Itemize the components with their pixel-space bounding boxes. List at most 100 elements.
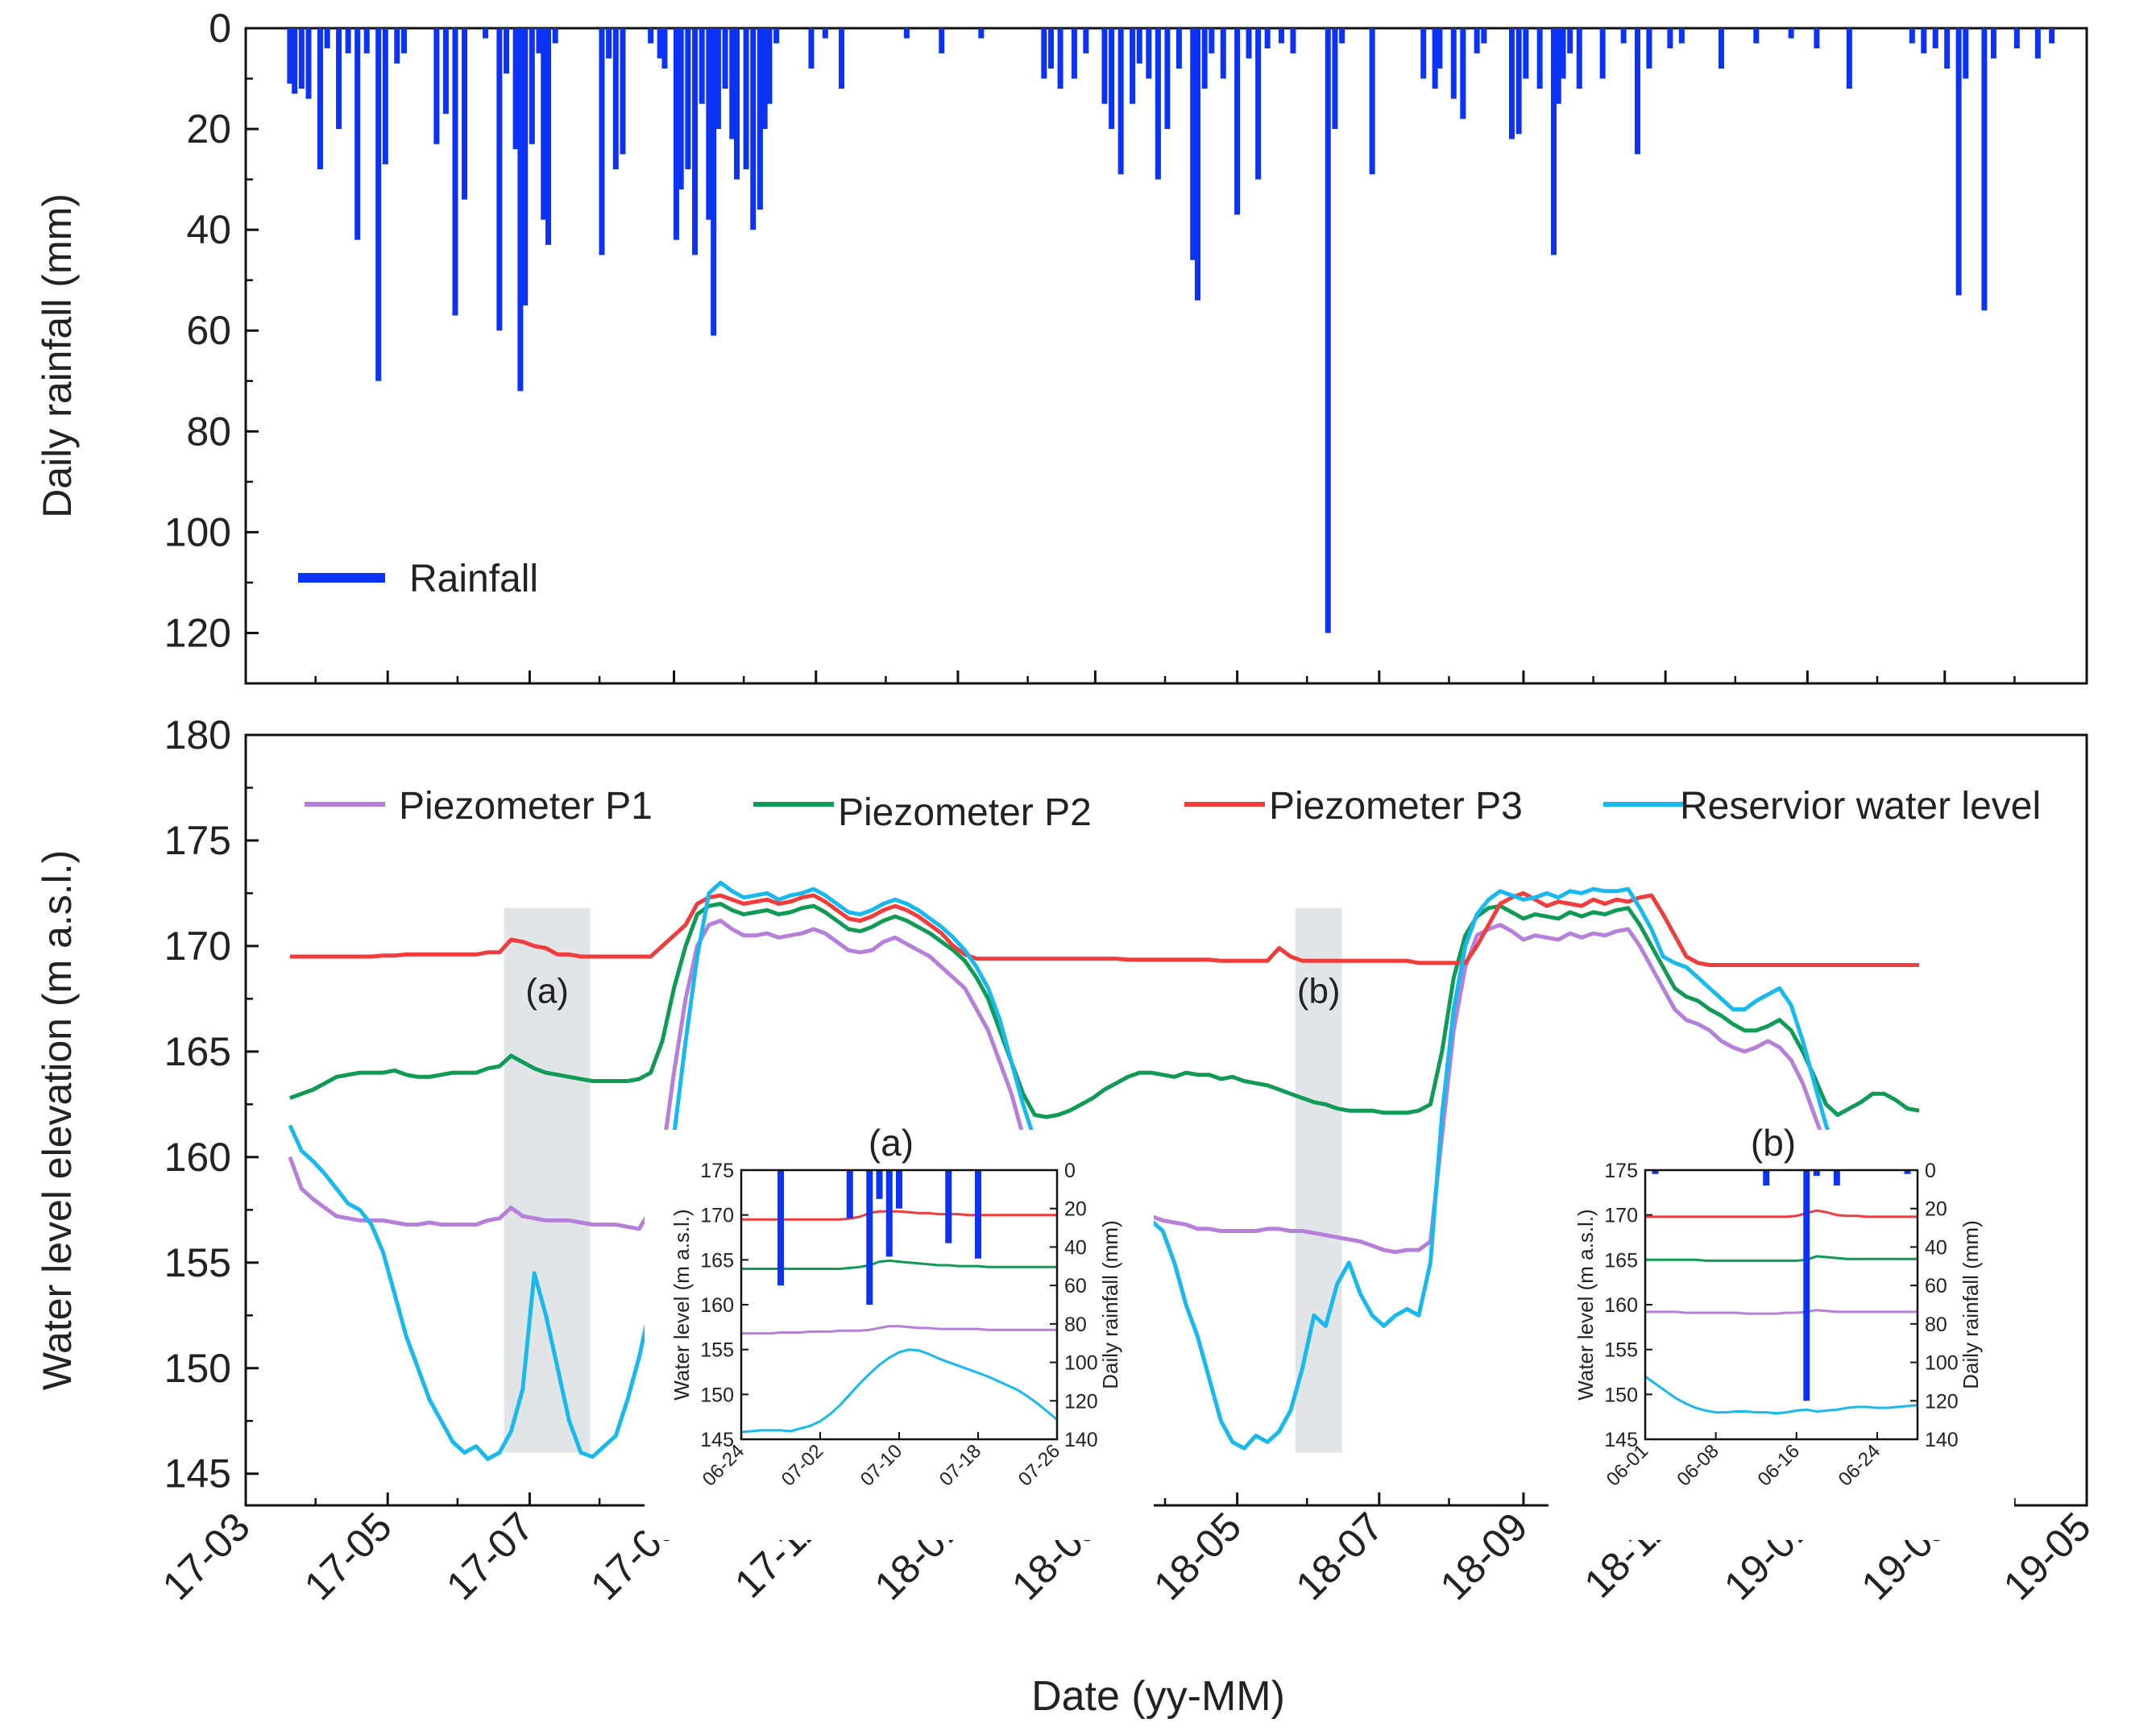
rainfall-bar bbox=[1255, 28, 1262, 180]
rainfall-bar bbox=[462, 28, 468, 200]
inset-y2-tick-label: 60 bbox=[1925, 1275, 1947, 1297]
rainfall-bar bbox=[715, 28, 721, 130]
inset-y2-tick-label: 40 bbox=[1064, 1236, 1087, 1259]
rainfall-bar bbox=[433, 28, 440, 144]
wl-y-tick-label: 145 bbox=[164, 1451, 231, 1496]
rainfall-bar bbox=[1246, 28, 1252, 59]
inset-y2-tick-label: 0 bbox=[1925, 1160, 1936, 1182]
rainfall-bar bbox=[743, 28, 749, 170]
wl-y-tick-label: 170 bbox=[164, 924, 231, 969]
rainfall-bar bbox=[1194, 28, 1200, 301]
wl-y-tick-label: 180 bbox=[164, 712, 231, 758]
rainfall-bar bbox=[317, 28, 323, 170]
rainfall-bar bbox=[2013, 28, 2020, 49]
inset-y2-tick-label: 20 bbox=[1064, 1198, 1087, 1221]
water-level-plot-frame bbox=[244, 733, 2088, 1507]
inset-y-tick-label: 145 bbox=[1604, 1429, 1638, 1451]
x-axis-title: Date (yy-MM) bbox=[1031, 1673, 1285, 1720]
rainfall-y-axis-title: Daily rainfall (mm) bbox=[35, 193, 80, 518]
inset-y2-tick-label: 100 bbox=[1064, 1352, 1098, 1375]
rainfall-bar bbox=[1290, 28, 1296, 54]
rainfall-bar bbox=[1175, 28, 1182, 69]
inset-y2-tick-label: 0 bbox=[1064, 1160, 1076, 1182]
wl-y-tick-label: 160 bbox=[164, 1135, 231, 1180]
inset-y2-tick-label: 140 bbox=[1064, 1429, 1098, 1451]
rainfall-legend-label: Rainfall bbox=[409, 558, 538, 600]
rainfall-bar bbox=[1555, 28, 1561, 104]
rainfall-bar bbox=[345, 28, 351, 54]
rainfall-bar bbox=[599, 28, 605, 255]
rainfall-bar bbox=[734, 28, 740, 180]
rainfall-bar bbox=[1164, 28, 1171, 130]
rainfall-bar bbox=[400, 28, 407, 54]
rainfall-bar bbox=[1264, 28, 1271, 49]
rainfall-bar bbox=[522, 28, 529, 305]
rainfall-bar bbox=[545, 28, 552, 245]
rainfall-bar bbox=[699, 28, 705, 104]
legend-label-3: Reservior water level bbox=[1680, 785, 2041, 828]
inset-a: (a) 145 150 155 160 165 170 175 140 120 100 80 60 40 2… bbox=[645, 1122, 1154, 1540]
inset-y-axis-title: Water level (m a.s.l.) bbox=[670, 1209, 694, 1400]
rainfall-bar bbox=[375, 28, 382, 381]
inset-rainfall-bar bbox=[846, 1170, 853, 1218]
rainfall-bar bbox=[1201, 28, 1208, 89]
rainfall-bar bbox=[1963, 28, 1969, 79]
inset-y-tick-label: 175 bbox=[1604, 1160, 1638, 1182]
rainfall-bar bbox=[483, 28, 489, 39]
inset-series-line-0 bbox=[741, 1325, 1057, 1335]
rainfall-bar bbox=[354, 28, 361, 240]
rainfall-bar bbox=[1234, 28, 1241, 215]
inset-y2-tick-label: 120 bbox=[1925, 1390, 1959, 1413]
rainfall-bar bbox=[363, 28, 370, 54]
highlight-label-0: (a) bbox=[525, 972, 569, 1011]
rainfall-bar bbox=[939, 28, 945, 54]
rainfall-y-tick-label: 100 bbox=[164, 509, 231, 554]
rainfall-bar bbox=[512, 28, 519, 150]
inset-y-tick-label: 170 bbox=[1604, 1205, 1638, 1227]
rainfall-bar bbox=[1990, 28, 1996, 59]
inset-y-axis-title: Water level (m a.s.l.) bbox=[1573, 1209, 1598, 1400]
rainfall-bar bbox=[612, 28, 619, 170]
rainfall-bar bbox=[1220, 28, 1226, 79]
inset-frame bbox=[1644, 1169, 1919, 1441]
rainfall-y-tick-label: 120 bbox=[164, 610, 231, 655]
rainfall-bar bbox=[685, 28, 691, 170]
rainfall-bar bbox=[1846, 28, 1852, 89]
rainfall-bar bbox=[657, 28, 663, 59]
rainfall-bar bbox=[822, 28, 828, 39]
rainfall-bar bbox=[1109, 28, 1115, 130]
inset-y2-tick-label: 60 bbox=[1064, 1275, 1087, 1297]
rainfall-bar bbox=[541, 28, 547, 220]
rainfall-bar bbox=[706, 28, 712, 220]
rainfall-bar bbox=[1508, 28, 1515, 139]
wl-x-tick-label: 18-07 bbox=[1287, 1504, 1392, 1609]
inset-y-tick-label: 160 bbox=[700, 1294, 734, 1317]
rainfall-bar bbox=[1536, 28, 1543, 89]
wl-x-tick-label: 17-07 bbox=[437, 1504, 542, 1609]
inset-y2-tick-label: 140 bbox=[1925, 1429, 1959, 1451]
rainfall-bar bbox=[1932, 28, 1938, 49]
inset-y-tick-label: 155 bbox=[700, 1339, 734, 1362]
inset-rainfall-bar bbox=[1813, 1170, 1820, 1177]
rainfall-bar bbox=[1146, 28, 1152, 79]
rainfall-bar bbox=[1155, 28, 1161, 180]
rainfall-bar bbox=[761, 28, 768, 130]
rainfall-bar bbox=[808, 28, 815, 69]
highlight-label-1: (b) bbox=[1297, 972, 1341, 1011]
inset-rainfall-bar bbox=[876, 1170, 883, 1199]
rainfall-bar bbox=[1190, 28, 1196, 260]
inset-series-line-0 bbox=[1645, 1309, 1918, 1315]
inset-series-line-2 bbox=[1645, 1209, 1918, 1218]
rainfall-bar bbox=[1209, 28, 1215, 54]
rainfall-bar bbox=[1788, 28, 1794, 39]
inset-frame bbox=[740, 1169, 1059, 1441]
wl-y-tick-label: 155 bbox=[164, 1240, 231, 1285]
wl-y-tick-label: 165 bbox=[164, 1029, 231, 1074]
rainfall-bar bbox=[2049, 28, 2055, 44]
legend-label-1: Piezometer P2 bbox=[838, 791, 1092, 834]
rainfall-bar bbox=[1921, 28, 1927, 54]
inset-background bbox=[1549, 1130, 2014, 1540]
rainfall-bar bbox=[839, 28, 845, 89]
rainfall-bar bbox=[496, 28, 503, 331]
legend-label-0: Piezometer P1 bbox=[399, 785, 653, 828]
